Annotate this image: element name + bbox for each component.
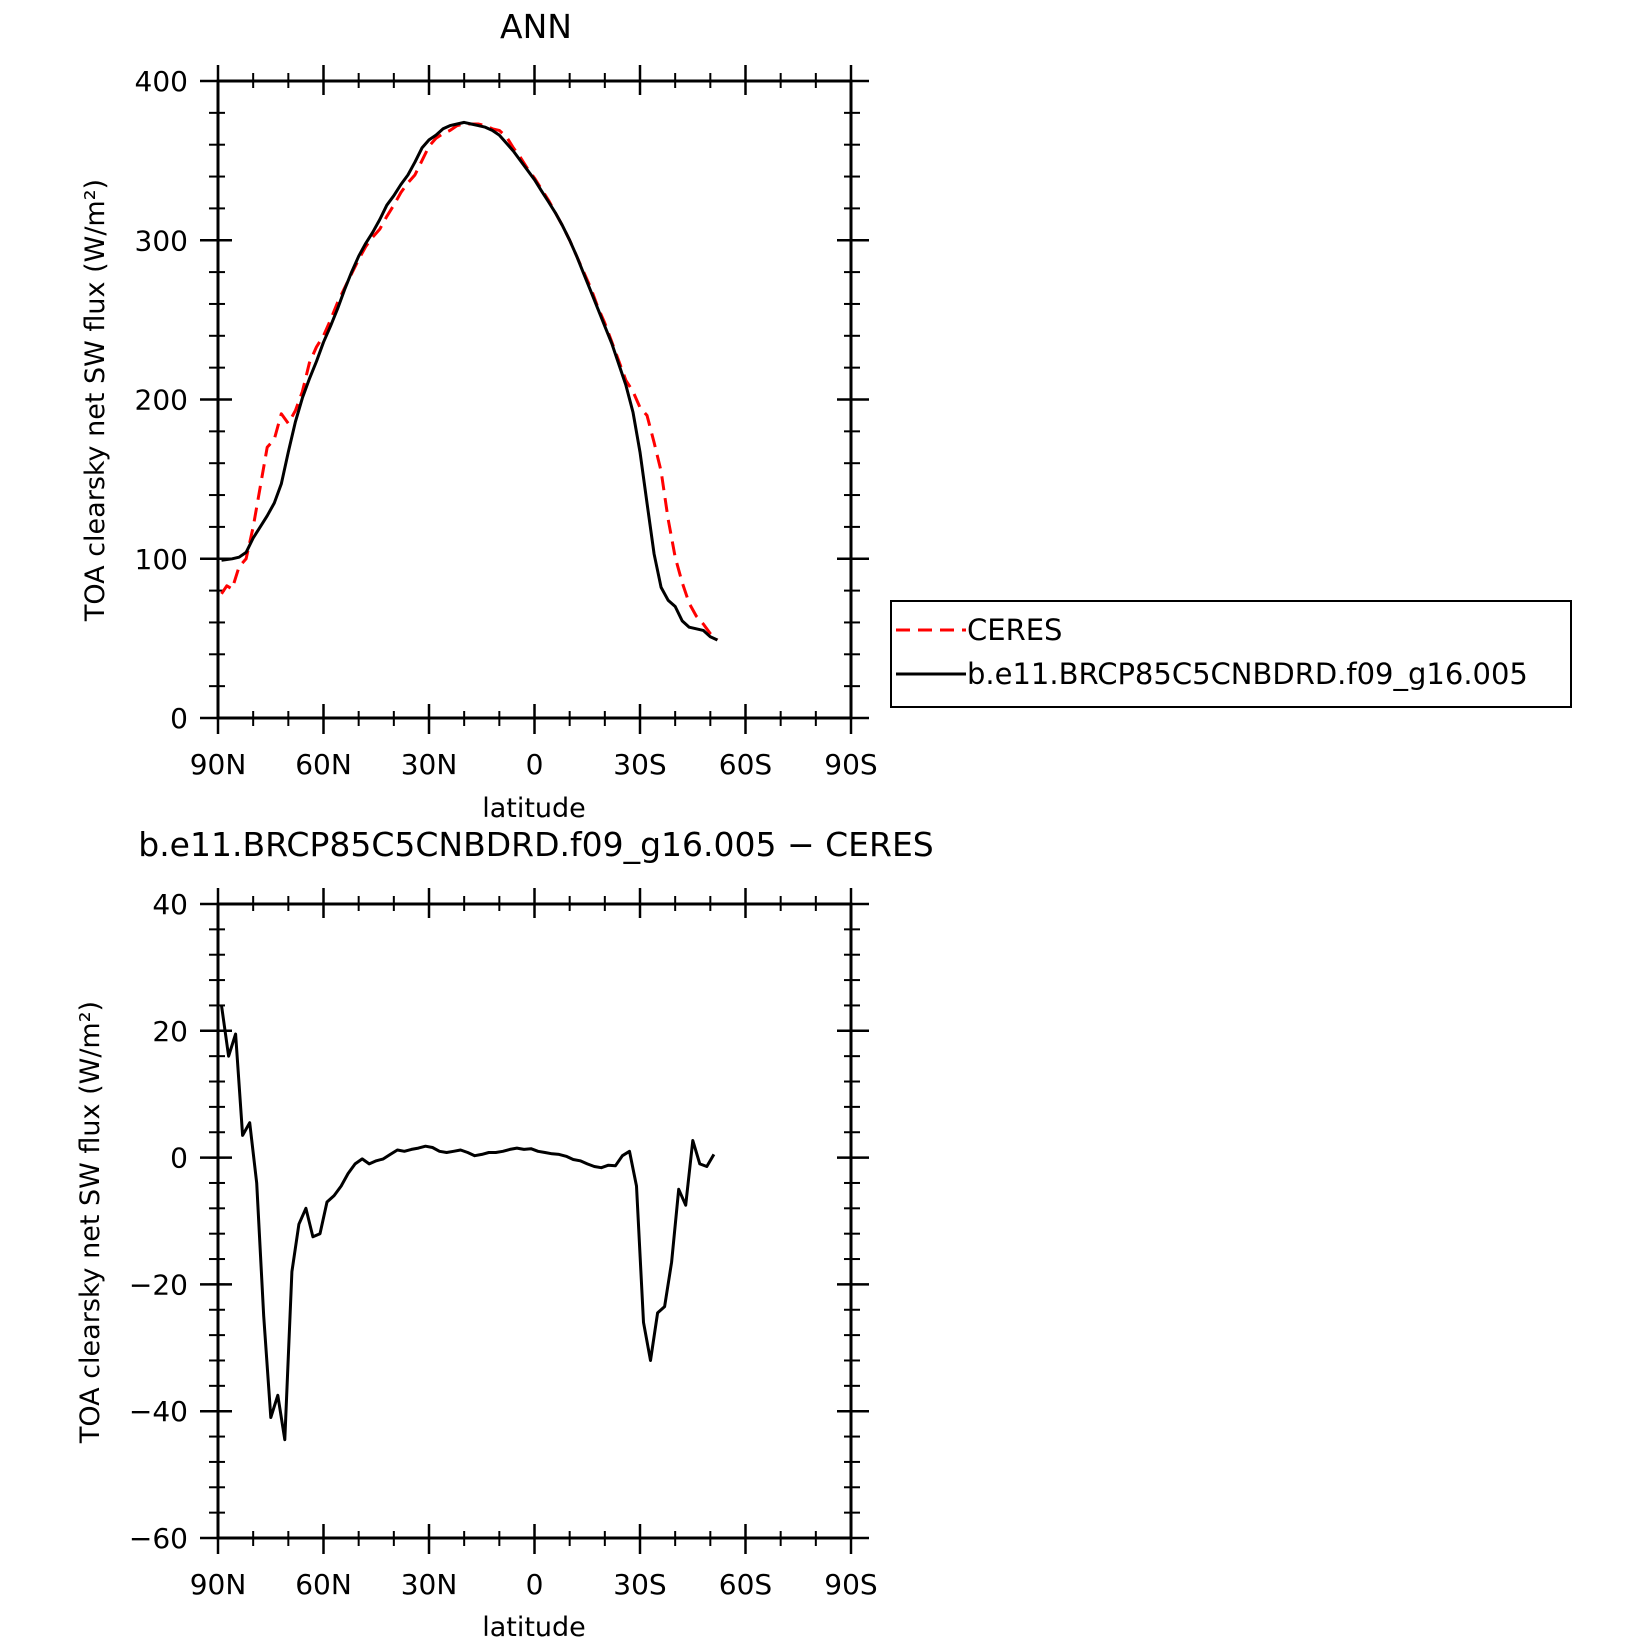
y-tick-label: −20 — [129, 1268, 188, 1301]
x-tick-labels: 90N 60N 30N 0 30S 60S 90S — [190, 1568, 878, 1601]
series-line-difference — [220, 1005, 716, 1442]
y-tick-labels: 40 20 0 −20 −40 −60 — [129, 888, 188, 1555]
x-tick-label: 90S — [824, 748, 877, 781]
y-tick-label: 40 — [152, 888, 188, 921]
x-tick-label: 60S — [719, 1568, 772, 1601]
x-tick-labels: 90N 60N 30N 0 30S 60S 90S — [190, 748, 878, 781]
legend-label-ceres: CERES — [967, 613, 1062, 647]
axis-ticks — [200, 65, 869, 734]
series-line-ceres — [220, 122, 719, 642]
bottom-panel: b.e11.BRCP85C5CNBDRD.f09_g16.005 − CERES… — [75, 825, 934, 1641]
x-tick-label: 30S — [613, 748, 666, 781]
chart-title: ANN — [500, 7, 572, 46]
legend: CERES b.e11.BRCP85C5CNBDRD.f09_g16.005 — [890, 600, 1572, 708]
y-tick-label: −60 — [129, 1522, 188, 1555]
x-tick-label: 60S — [719, 748, 772, 781]
series-group — [220, 120, 719, 642]
y-tick-label: 0 — [170, 702, 188, 735]
y-axis-label: TOA clearsky net SW flux (W/m²) — [80, 179, 111, 622]
x-tick-label: 90N — [190, 1568, 247, 1601]
x-tick-label: 90S — [824, 1568, 877, 1601]
x-tick-label: 90N — [190, 748, 247, 781]
plot-frame — [216, 79, 853, 720]
x-axis-label: latitude — [482, 793, 586, 824]
y-tick-label: 0 — [170, 1142, 188, 1175]
y-tick-label: 400 — [135, 65, 188, 98]
x-tick-label: 30N — [401, 748, 458, 781]
x-tick-label: 60N — [295, 748, 352, 781]
x-tick-label: 30N — [401, 1568, 458, 1601]
legend-label-model: b.e11.BRCP85C5CNBDRD.f09_g16.005 — [967, 657, 1528, 691]
x-tick-label: 30S — [613, 1568, 666, 1601]
x-axis-label: latitude — [482, 1612, 586, 1641]
x-tick-label: 60N — [295, 1568, 352, 1601]
chart-title: b.e11.BRCP85C5CNBDRD.f09_g16.005 − CERES — [138, 825, 934, 864]
x-tick-label: 0 — [526, 748, 544, 781]
y-tick-label: 100 — [135, 543, 188, 576]
y-tick-label: 200 — [135, 384, 188, 417]
x-tick-label: 0 — [526, 1568, 544, 1601]
legend-box — [890, 600, 1572, 708]
series-group — [220, 1005, 716, 1442]
top-panel: ANN 400 300 200 100 0 90N 60N 30N 0 30S 60S 90S la… — [80, 7, 878, 824]
y-tick-label: 300 — [135, 224, 188, 257]
y-tick-label: −40 — [129, 1395, 188, 1428]
plot-frame — [216, 902, 853, 1540]
y-tick-labels: 400 300 200 100 0 — [135, 65, 188, 735]
y-tick-label: 20 — [152, 1015, 188, 1048]
series-line-b-e11-brcp85c5cnbdrd-f09-g16-005 — [221, 120, 719, 642]
y-axis-label: TOA clearsky net SW flux (W/m²) — [75, 1001, 106, 1444]
